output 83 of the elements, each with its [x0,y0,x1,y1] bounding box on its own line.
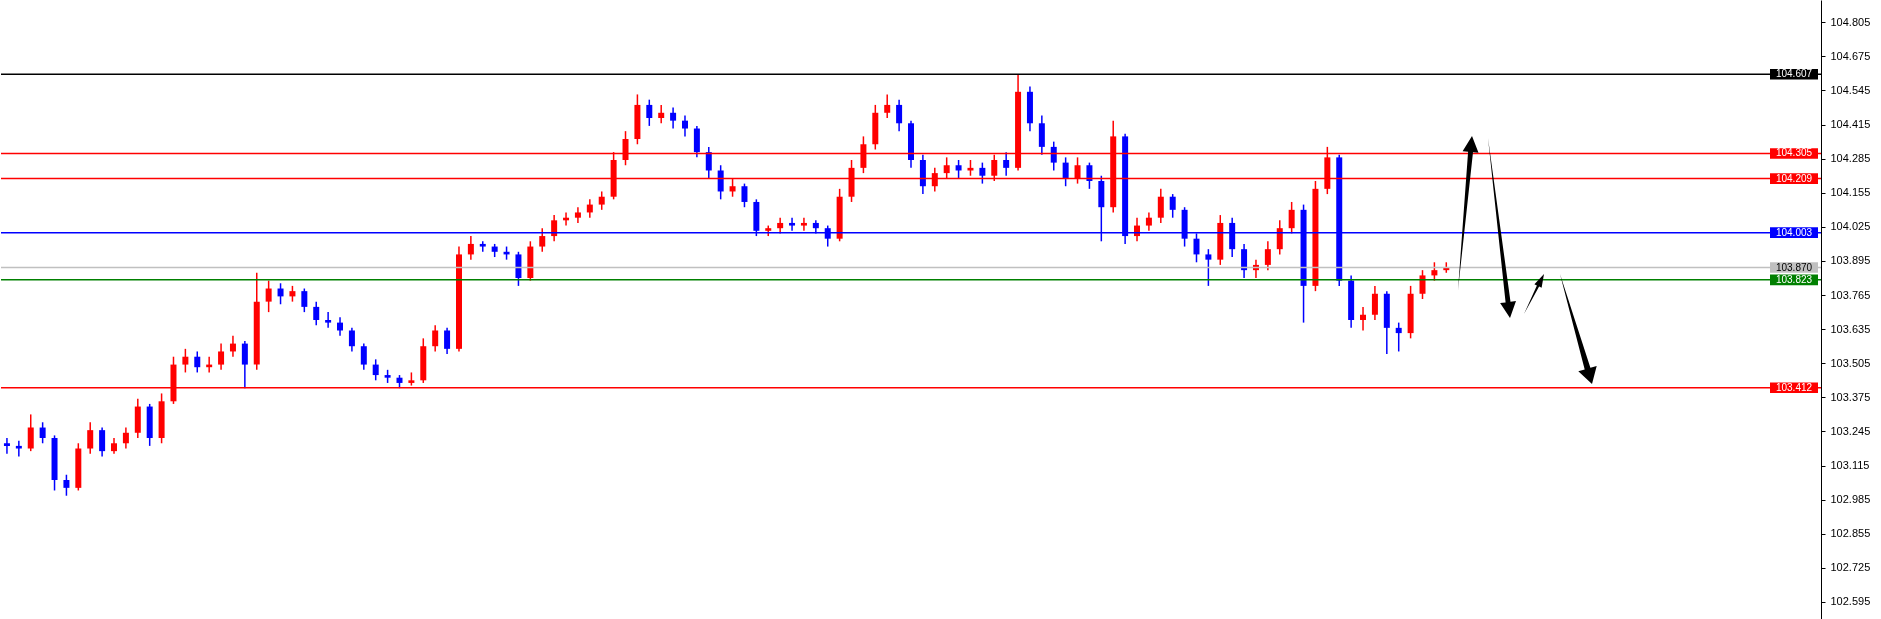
candlestick [1371,285,1378,321]
candlestick [1050,140,1057,172]
candlestick [39,421,46,445]
candlestick [467,235,474,261]
candlestick [1157,188,1164,224]
y-tick-label: 103.765 [1830,288,1871,301]
candlestick [551,214,558,243]
y-tick-label: 103.635 [1830,322,1871,335]
candlestick [182,348,189,374]
candlestick [1241,243,1248,279]
candlestick [658,104,665,125]
candlestick [348,327,355,353]
y-tick-label: 103.895 [1830,254,1871,267]
candlestick [479,240,486,253]
candlestick [372,358,379,382]
candlestick [1419,269,1426,300]
candlestick [955,159,962,180]
ref-line-label: 103.823 [1775,273,1813,285]
y-tick-label: 103.505 [1830,356,1871,369]
candlestick [884,93,891,119]
candlestick [681,114,688,138]
candlestick [1003,151,1010,177]
candlestick [670,106,677,130]
y-tick-label: 103.245 [1830,424,1871,437]
candlestick [63,473,70,497]
candlestick [432,324,439,353]
candlestick [1288,201,1295,235]
candlestick [122,426,129,450]
candlestick [265,279,272,313]
candlestick [896,98,903,132]
candlestick [979,161,986,185]
y-tick-label: 102.595 [1830,595,1871,608]
candlestick [1264,240,1271,271]
y-tick-label: 102.985 [1830,493,1871,506]
ref-line-label: 104.003 [1775,226,1813,238]
candlestick [693,125,700,159]
candlestick [27,413,34,452]
candlestick [646,98,653,127]
ref-line-label: 104.305 [1775,147,1813,159]
candlestick [1086,161,1093,190]
candlestick [99,426,106,458]
candlestick [1431,261,1438,282]
y-tick-label: 104.285 [1830,152,1871,165]
candlestick [444,327,451,355]
candlestick [325,311,332,329]
candlestick [1205,248,1212,287]
candlestick [515,251,522,287]
candlestick [539,227,546,253]
ref-line-label: 103.412 [1775,381,1813,393]
y-tick-label: 104.675 [1830,49,1871,62]
candlestick [1145,211,1152,232]
candlestick [1169,193,1176,219]
candlestick [1276,219,1283,256]
candlestick [301,287,308,313]
y-tick-label: 103.375 [1830,390,1871,403]
candlestick [313,300,320,326]
candlestick [360,342,367,371]
candlestick [218,342,225,371]
ref-line-label: 103.870 [1775,261,1813,273]
candlestick [598,190,605,211]
candlestick [241,340,248,389]
candlestick [15,439,22,458]
y-tick-label: 104.545 [1830,83,1871,96]
candlestick [1395,321,1402,353]
candlestick [1038,114,1045,156]
candlestick [741,182,748,208]
y-tick-label: 102.855 [1830,527,1871,540]
ref-line-label: 104.209 [1775,172,1813,184]
candlestick [87,421,94,455]
candlestick [1360,306,1367,332]
candlestick [194,350,201,374]
candlestick [1062,156,1069,187]
candlestick [800,216,807,232]
candlestick [3,437,10,455]
candlestick [705,146,712,180]
y-tick-label: 103.115 [1830,459,1870,472]
y-tick-label: 104.025 [1830,220,1871,233]
candlestick [717,164,724,201]
y-tick-label: 104.805 [1830,15,1871,28]
y-tick-label: 102.725 [1830,561,1871,574]
ref-line-label: 104.607 [1775,68,1813,80]
y-tick-label: 104.415 [1830,118,1871,131]
y-tick-label: 104.155 [1830,186,1871,199]
